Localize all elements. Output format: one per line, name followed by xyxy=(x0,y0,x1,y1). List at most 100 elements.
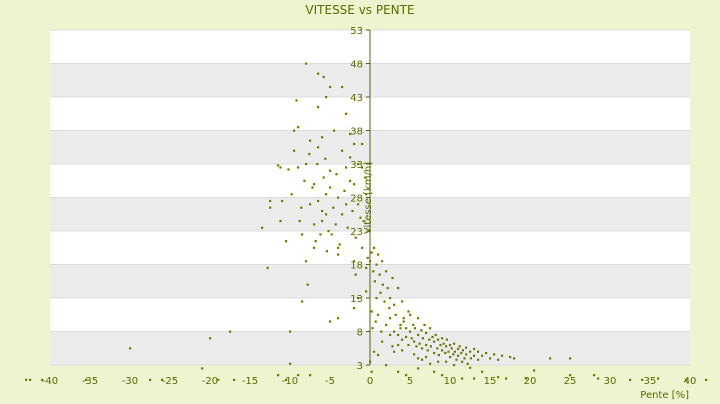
y-tick-label: 48 xyxy=(350,60,363,71)
data-point xyxy=(425,343,428,347)
data-point xyxy=(334,223,337,226)
data-point xyxy=(379,291,382,294)
data-point xyxy=(301,233,304,236)
data-point xyxy=(445,345,448,348)
data-point xyxy=(161,378,164,381)
y-tick-label: 33 xyxy=(350,160,363,171)
data-point xyxy=(497,376,500,379)
x-tick-label: -35 xyxy=(82,376,98,387)
data-point xyxy=(321,209,324,213)
data-point xyxy=(441,337,444,340)
y-tick-label: 3 xyxy=(357,361,363,372)
data-point xyxy=(279,219,282,223)
data-point xyxy=(309,203,312,206)
data-point xyxy=(388,307,391,310)
data-point xyxy=(322,176,325,179)
data-point xyxy=(428,338,431,341)
data-point xyxy=(434,333,437,337)
x-tick-label: 40 xyxy=(684,376,697,387)
data-point xyxy=(346,226,349,229)
data-point xyxy=(361,246,364,249)
data-point xyxy=(407,310,410,313)
data-point xyxy=(433,351,436,355)
data-point xyxy=(477,358,480,361)
data-point xyxy=(513,357,516,360)
data-point xyxy=(303,179,306,182)
data-point xyxy=(457,354,460,357)
data-point xyxy=(433,370,436,373)
data-point xyxy=(401,349,404,352)
data-point xyxy=(289,330,292,333)
data-point xyxy=(370,251,373,254)
data-point xyxy=(325,193,328,196)
x-axis-label: Pente [%] xyxy=(640,390,689,400)
data-point xyxy=(469,357,472,360)
data-point xyxy=(306,283,309,286)
data-point xyxy=(297,374,300,377)
data-point xyxy=(407,343,410,347)
data-point xyxy=(413,340,416,343)
data-point xyxy=(445,360,448,363)
data-point xyxy=(418,342,421,345)
data-point xyxy=(353,260,356,263)
data-point xyxy=(429,327,432,330)
data-point xyxy=(289,362,292,365)
data-point xyxy=(322,75,325,79)
data-point xyxy=(402,317,405,320)
data-point xyxy=(357,163,360,166)
data-point xyxy=(353,307,356,310)
data-point xyxy=(201,367,204,370)
data-point xyxy=(437,360,440,363)
data-point xyxy=(397,333,400,337)
x-tick-label: 25 xyxy=(564,376,577,387)
data-point xyxy=(317,72,320,75)
data-point xyxy=(349,132,352,136)
data-point xyxy=(277,164,280,167)
data-point xyxy=(317,106,320,109)
data-point xyxy=(129,347,132,350)
data-point xyxy=(453,350,456,353)
data-point xyxy=(313,223,316,226)
data-point xyxy=(399,327,402,330)
data-point xyxy=(317,199,320,203)
data-point xyxy=(453,342,456,345)
data-point xyxy=(465,353,468,356)
data-point xyxy=(397,343,400,347)
data-point xyxy=(413,327,416,330)
data-point xyxy=(345,166,348,169)
data-point xyxy=(473,354,476,357)
data-point xyxy=(461,349,464,352)
data-point xyxy=(385,270,388,273)
data-point xyxy=(497,358,500,361)
data-point xyxy=(442,342,445,345)
data-point xyxy=(353,183,356,186)
data-point xyxy=(485,351,488,355)
data-point xyxy=(381,260,384,263)
data-point xyxy=(321,219,324,223)
data-point xyxy=(441,349,444,352)
x-tick-label: 10 xyxy=(444,376,457,387)
data-point xyxy=(569,357,572,360)
data-point xyxy=(386,286,389,290)
data-point xyxy=(301,300,304,303)
data-point xyxy=(365,193,368,196)
data-point xyxy=(361,166,364,169)
x-tick-label: -10 xyxy=(282,376,298,387)
data-point xyxy=(351,209,354,213)
data-point xyxy=(354,273,357,276)
data-point xyxy=(345,112,348,115)
data-point xyxy=(378,273,381,276)
data-point xyxy=(309,374,312,377)
data-point xyxy=(593,374,596,377)
data-point xyxy=(305,260,308,263)
data-point xyxy=(341,85,344,89)
data-point xyxy=(421,337,424,340)
data-point xyxy=(463,357,466,360)
data-point xyxy=(425,331,428,335)
data-point xyxy=(309,139,312,142)
data-point xyxy=(269,206,272,209)
data-point xyxy=(369,260,372,263)
data-point xyxy=(460,351,463,355)
data-point xyxy=(325,96,328,99)
data-point xyxy=(149,378,152,381)
